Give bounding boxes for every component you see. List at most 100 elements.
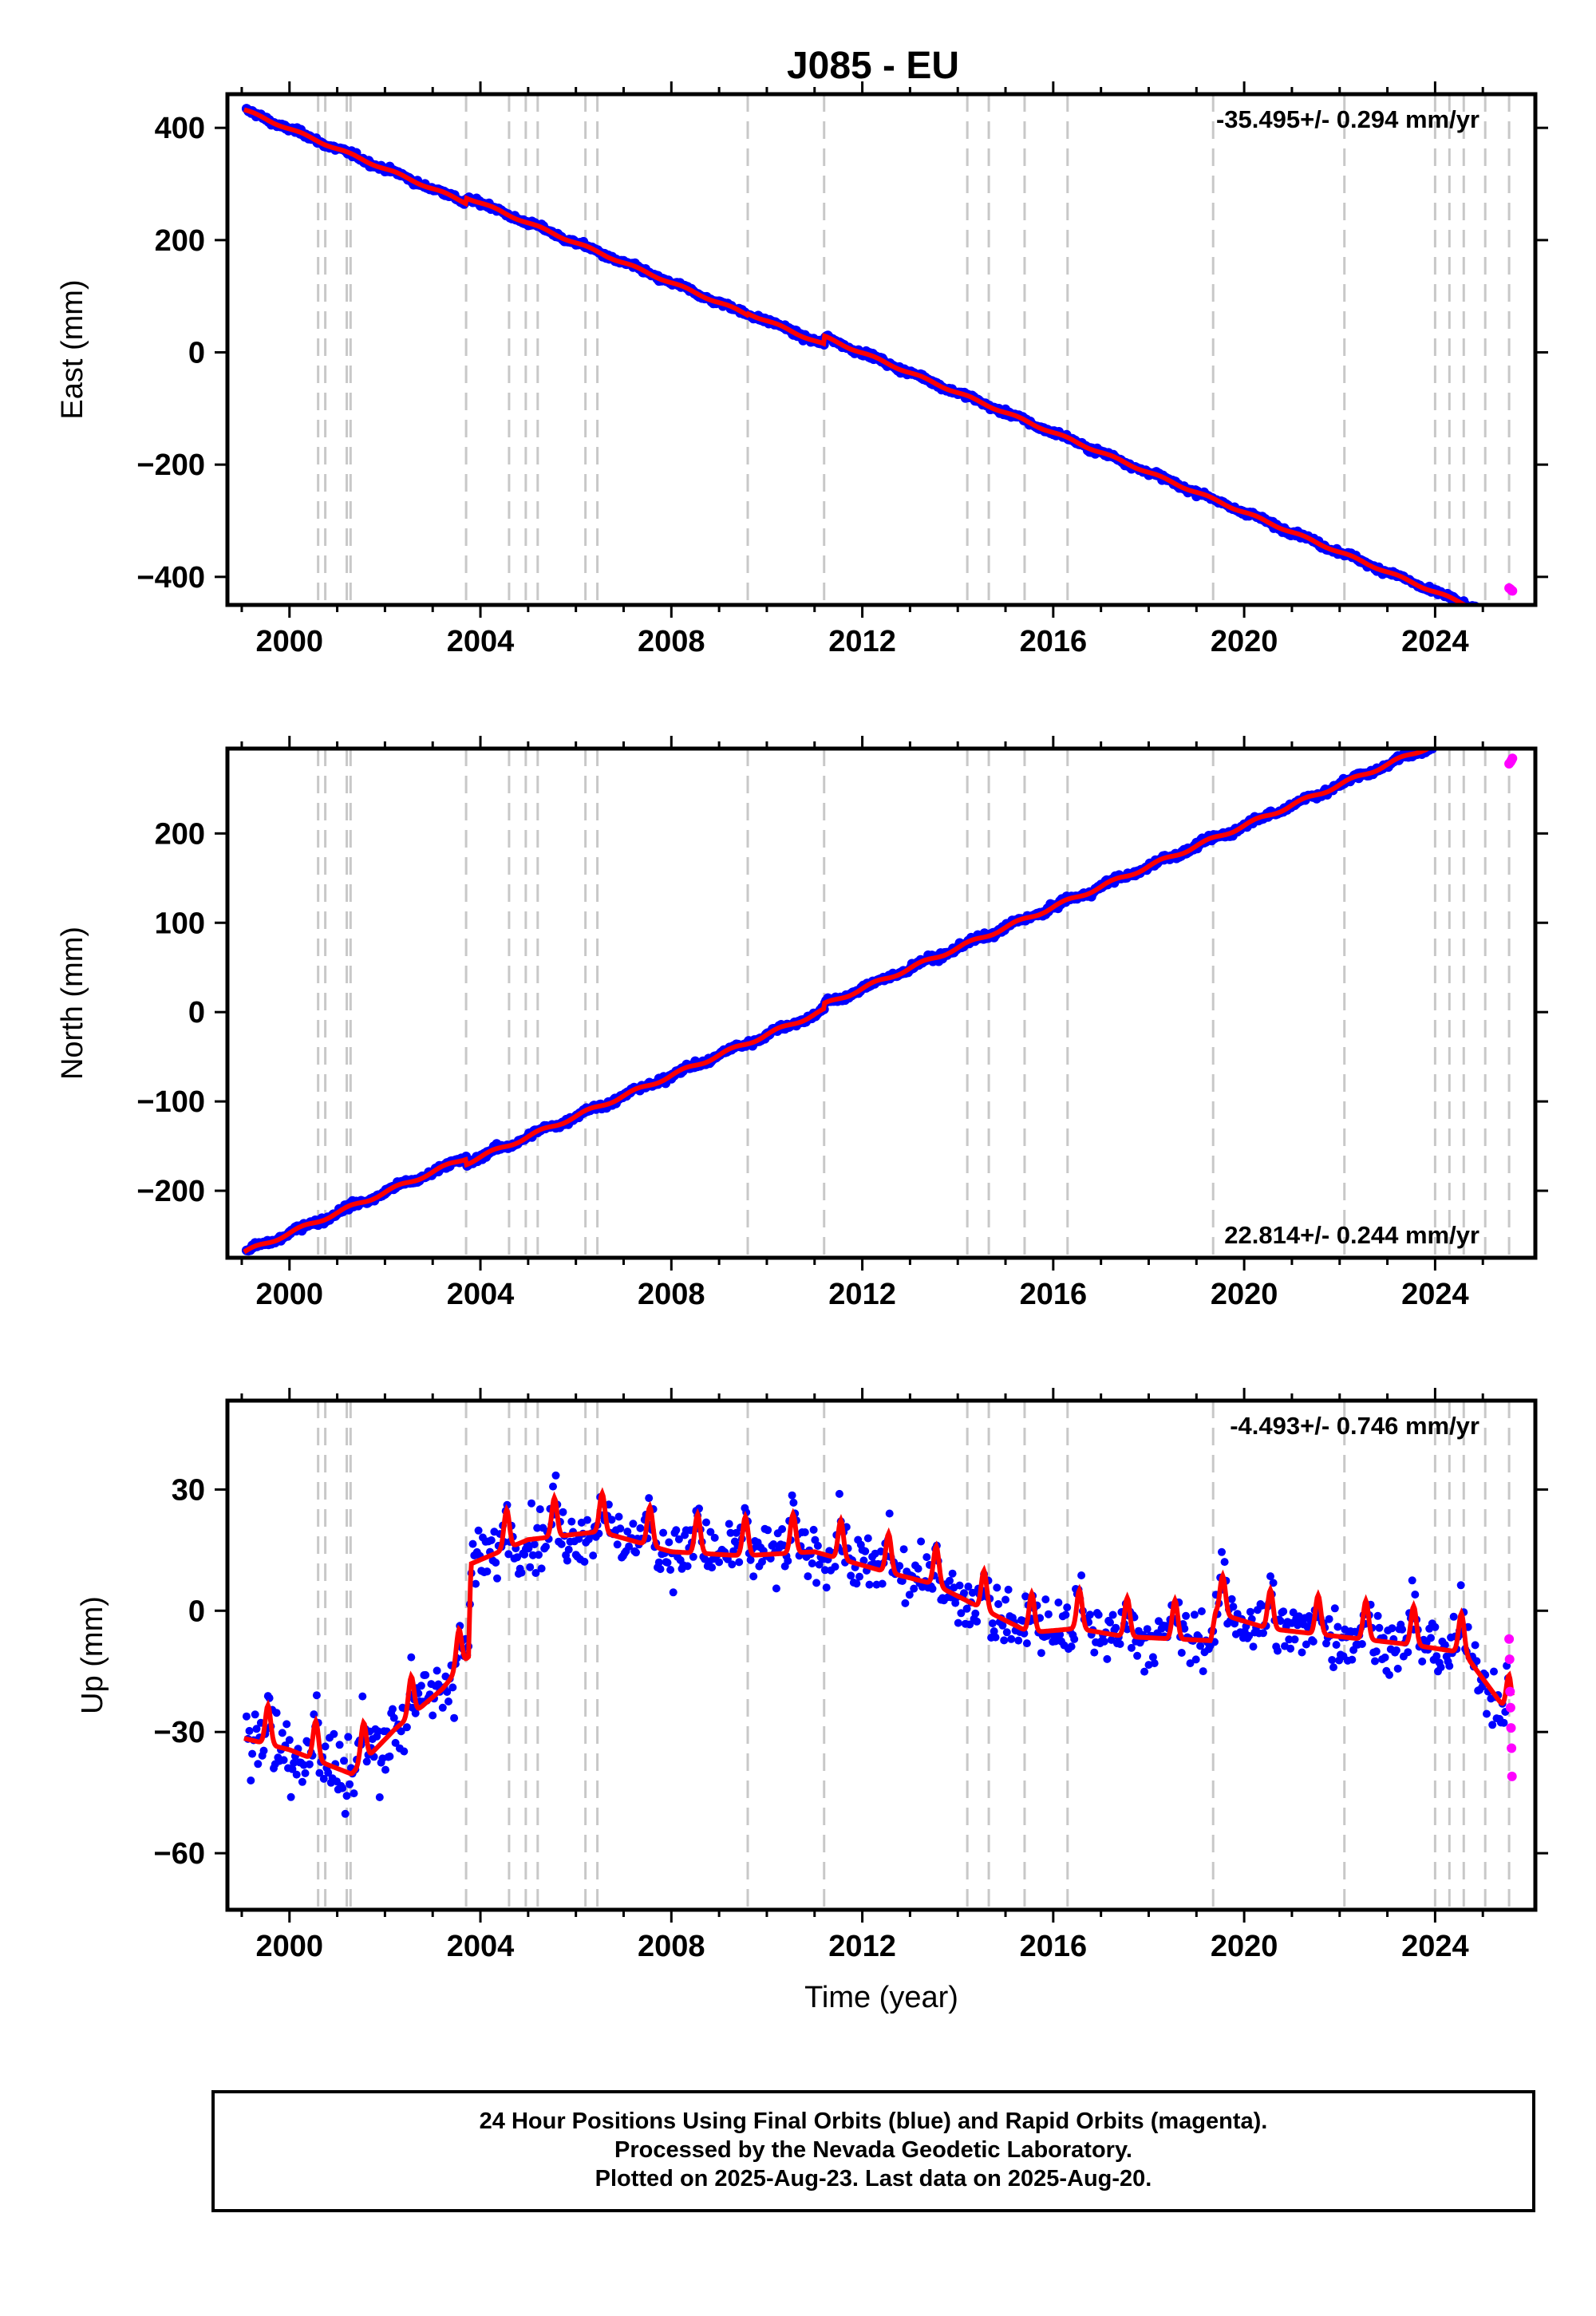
data-point: [1497, 615, 1507, 625]
data-point: [444, 1697, 452, 1705]
data-point: [1123, 1625, 1132, 1634]
x-tick-label: 2016: [1020, 1278, 1088, 1311]
data-point: [991, 1633, 1000, 1642]
data-point: [1478, 719, 1487, 729]
rapid-orbit-points: [1504, 1634, 1517, 1781]
data-point: [1322, 1639, 1330, 1648]
data-point: [1022, 1639, 1031, 1648]
panel-up: 2000 2004 2008 2012 2016 2020 2024 30 0 −30 −60 Up …: [76, 1388, 1548, 2014]
data-point: [1463, 725, 1472, 734]
data-point: [1472, 607, 1481, 617]
data-point: [788, 1491, 796, 1500]
data-point: [1502, 616, 1511, 626]
data-point: [1398, 1625, 1407, 1634]
data-point: [1218, 1547, 1226, 1556]
data-point: [1108, 1611, 1117, 1619]
data-point: [1491, 711, 1500, 721]
data-point: [954, 1618, 962, 1627]
data-point: [1501, 711, 1511, 721]
rapid-orbit-point: [1504, 1654, 1515, 1665]
data-point: [559, 1508, 567, 1516]
data-point: [616, 1524, 625, 1533]
data-point: [1483, 717, 1492, 726]
data-point: [1480, 607, 1490, 617]
data-point: [683, 1562, 692, 1571]
data-point: [468, 1539, 477, 1548]
data-point: [589, 1551, 598, 1560]
data-point: [808, 1559, 816, 1567]
data-point: [358, 1692, 367, 1701]
data-point: [988, 1619, 997, 1628]
data-point: [706, 1528, 715, 1536]
data-point: [656, 1565, 665, 1574]
data-point: [341, 1809, 350, 1818]
data-point: [1329, 1663, 1337, 1672]
data-point: [448, 1683, 457, 1692]
data-point: [809, 1525, 818, 1534]
data-point: [1499, 709, 1509, 719]
x-tick-label: 2004: [447, 1930, 515, 1963]
data-point: [1229, 1603, 1238, 1611]
data-point: [1276, 1617, 1285, 1626]
data-point: [389, 1705, 397, 1713]
rapid-orbit-points: [1504, 753, 1518, 769]
data-point: [922, 1553, 931, 1562]
data-point: [804, 1572, 812, 1581]
data-point: [813, 1541, 822, 1550]
data-point: [732, 1528, 741, 1537]
data-point: [973, 1617, 982, 1626]
x-tick-label: 2012: [828, 1930, 896, 1963]
data-point: [1446, 730, 1456, 740]
data-point: [1454, 729, 1464, 739]
data-point: [474, 1526, 483, 1535]
data-point: [672, 1526, 681, 1535]
data-point: [1094, 1611, 1103, 1619]
data-point: [1427, 1634, 1435, 1642]
x-tick-label: 2024: [1401, 625, 1469, 658]
chart-title: J085 - EU: [787, 45, 959, 87]
velocity-annotation: -35.495+/- 0.294 mm/yr: [1216, 105, 1479, 133]
data-point: [1448, 729, 1457, 739]
data-point: [1197, 1607, 1206, 1615]
footer-processor-note: Processed by the Nevada Geodetic Laborat…: [614, 2137, 1132, 2163]
data-point: [402, 1723, 411, 1732]
data-point: [385, 1752, 394, 1761]
model-fit-line: [243, 107, 1471, 605]
y-tick-label: −30: [154, 1716, 205, 1749]
data-point: [674, 1535, 683, 1543]
y-axis-label: East (mm): [56, 279, 89, 419]
data-point: [1468, 727, 1477, 737]
data-point: [1246, 1607, 1254, 1616]
data-point: [901, 1599, 910, 1607]
data-point: [895, 1562, 904, 1571]
data-point: [847, 1571, 855, 1580]
panel-east: 2000 2004 2008 2012 2016 2020 20244002000−200−…: [56, 81, 1548, 658]
data-point: [1408, 1576, 1416, 1585]
data-point: [1037, 1649, 1045, 1658]
data-point: [242, 1712, 251, 1721]
data-point: [1500, 618, 1510, 627]
rapid-orbit-point: [1505, 1702, 1515, 1713]
data-point: [1474, 720, 1483, 729]
data-point: [438, 1703, 447, 1712]
data-point: [551, 1471, 560, 1480]
data-point: [629, 1520, 638, 1528]
footer-orbits-note: 24 Hour Positions Using Final Orbits (bl…: [479, 2109, 1268, 2134]
data-point: [1452, 731, 1462, 741]
data-point: [531, 1569, 540, 1577]
data-point: [1476, 607, 1486, 616]
model-fit-line: [243, 749, 1433, 1255]
data-point: [1090, 1648, 1099, 1657]
data-point: [524, 1544, 533, 1553]
data-point: [968, 1588, 977, 1597]
y-tick-label: 0: [188, 337, 205, 370]
data-point: [319, 1774, 328, 1783]
data-point: [632, 1548, 640, 1557]
data-point: [1020, 1629, 1029, 1638]
data-point: [1127, 1643, 1136, 1652]
data-point: [1479, 717, 1488, 726]
data-point: [1437, 735, 1447, 745]
data-point: [899, 1545, 908, 1554]
data-point: [1483, 607, 1493, 617]
data-point: [1492, 614, 1502, 623]
